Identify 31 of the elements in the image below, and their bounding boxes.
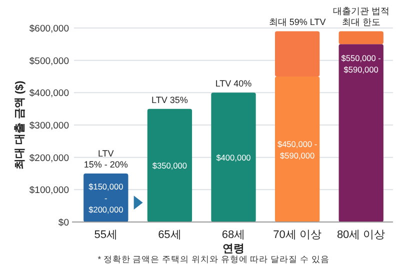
annotation: 대출기관 법적 최대 한도: [332, 6, 390, 28]
x-tick-label: 65세: [158, 229, 182, 241]
data-label: $550,000 - $590,000: [341, 53, 382, 75]
bar: [338, 31, 384, 44]
y-tick-label: $100,000: [29, 185, 69, 196]
bar: [274, 76, 320, 222]
data-label: $350,000: [152, 160, 188, 171]
text: * 정확한 금액은 주택의 위치와 유형에 따라 달라질 수 있음: [98, 254, 330, 264]
annotation: 최대 59% LTV: [268, 17, 326, 28]
annotation: LTV 15% - 20%: [84, 148, 128, 170]
data-label: $400,000: [216, 152, 252, 163]
y-tick-label: $300,000: [29, 120, 69, 132]
y-tick-label: $600,000: [29, 24, 69, 34]
y-axis-title: 최대 대출 금액 ($): [14, 80, 26, 170]
bar: [274, 31, 320, 76]
y-tick-label: $200,000: [29, 152, 69, 164]
x-tick-label: 55세: [94, 229, 118, 241]
y-tick-label: $500,000: [29, 56, 69, 67]
y-tick-label: $400,000: [29, 88, 69, 100]
data-label: $150,000 - $200,000: [88, 182, 124, 214]
data-label: $450,000 - $590,000: [277, 138, 318, 160]
x-axis-title: 연령: [222, 243, 244, 255]
bar: [338, 44, 384, 222]
x-tick-label: 70세 이상: [273, 229, 322, 241]
bar: [211, 92, 256, 222]
bar: [147, 108, 192, 222]
annotation: LTV 35%: [152, 94, 188, 105]
x-tick-label: 80세 이상: [336, 229, 386, 241]
annotation: LTV 40%: [215, 78, 252, 89]
y-tick-label: $0: [58, 218, 69, 228]
x-tick-label: 68세: [222, 229, 246, 241]
